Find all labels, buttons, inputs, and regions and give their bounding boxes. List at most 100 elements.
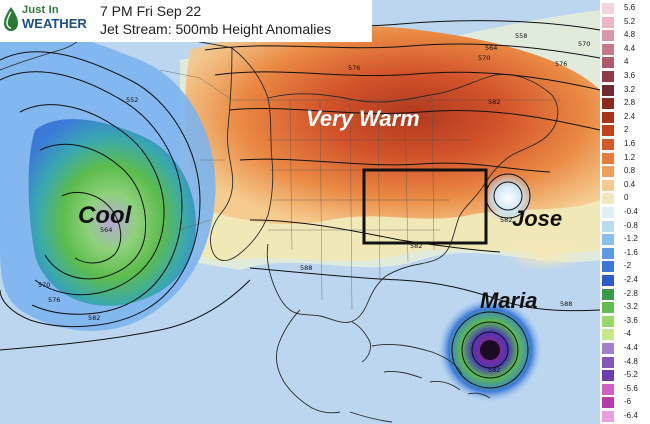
colorbar-row: -3.2	[600, 301, 650, 314]
contour-labels: 552 564 570 576 582 588 558 570 576 582 …	[38, 32, 590, 374]
logo-text-bottom: WEATHER	[22, 16, 87, 31]
colorbar-row: 4.8	[600, 29, 650, 42]
colorbar-label: -4.8	[624, 356, 638, 366]
logo-text-top: Just In	[22, 4, 59, 16]
colorbar-label: 2.8	[624, 98, 636, 108]
colorbar-row: 3.2	[600, 84, 650, 96]
colorbar-swatch	[602, 288, 614, 300]
colorbar-label: 3.2	[624, 84, 636, 94]
colorbar-label: -2.4	[624, 275, 638, 284]
colorbar-swatch	[602, 16, 614, 28]
colorbar-row: -4.8	[600, 356, 650, 368]
jose-label: Jose	[512, 206, 563, 231]
colorbar-row: 1.6	[600, 138, 650, 150]
colorbar-swatch	[602, 343, 614, 354]
height-contours	[0, 20, 601, 389]
bermuda-warm-spot	[505, 239, 585, 271]
colorbar-label: -5.6	[624, 383, 638, 393]
colorbar-row: -6	[600, 396, 650, 409]
maria-label: Maria	[480, 288, 538, 313]
colorbar-swatch	[602, 3, 614, 14]
colorbar-swatch	[602, 356, 614, 368]
contour-label: 576	[48, 296, 60, 304]
colorbar-swatch	[602, 247, 614, 259]
colorbar-label: 4.4	[624, 43, 636, 53]
colorbar-row: 5.2	[600, 16, 650, 28]
contour-label: 570	[38, 281, 50, 289]
maria-eye	[480, 340, 500, 360]
colorbar-swatch	[602, 43, 614, 55]
colorbar-swatch	[602, 57, 614, 69]
contour-label: 576	[348, 64, 360, 72]
contour-label: 552	[126, 96, 138, 104]
colorbar-swatch	[602, 179, 614, 191]
colorbar-swatch	[602, 370, 614, 382]
colorbar-swatch	[602, 152, 614, 164]
contour-label: 588	[560, 300, 572, 308]
colorbar-label: 2.4	[624, 111, 636, 121]
colorbar-label: 5.6	[624, 3, 636, 12]
colorbar-swatch	[602, 125, 614, 137]
colorbar-swatch	[602, 98, 614, 110]
colorbar-row: 2.4	[600, 111, 650, 123]
colorbar-swatch	[602, 220, 614, 232]
cool-core-anomaly	[28, 119, 196, 306]
colorbar-row: -4	[600, 328, 650, 341]
contour-label: 576	[555, 60, 567, 68]
colorbar-label: 1.2	[624, 152, 636, 162]
colorbar-label: -6	[624, 397, 632, 407]
colorbar-swatch	[602, 84, 614, 96]
colorbar-label: 0.8	[624, 166, 636, 176]
contour-label: 564	[485, 44, 497, 52]
colorbar-swatch	[602, 275, 614, 286]
colorbar-label: -6.4	[624, 411, 638, 420]
colorbar-swatch	[602, 315, 614, 327]
colorbar-row: -1.6	[600, 247, 650, 259]
contour-label: 570	[478, 54, 490, 62]
colorbar-label: -2.8	[624, 288, 638, 298]
contour-label: 564	[100, 226, 112, 234]
highlight-box	[362, 168, 488, 245]
colorbar-label: 3.6	[624, 71, 636, 80]
contour-label: 582	[88, 314, 100, 322]
contour-label: 582	[410, 242, 422, 250]
colorbar-label: 1.6	[624, 139, 636, 148]
colorbar-label: -4.4	[624, 343, 638, 352]
colorbar-row: -6.4	[600, 410, 650, 422]
contour-label: 582	[488, 366, 500, 374]
colorbar-row: 5.6	[600, 2, 650, 14]
colorbar-swatch	[602, 329, 614, 341]
colorbar-swatch	[602, 261, 614, 273]
product-title: Jet Stream: 500mb Height Anomalies	[100, 21, 332, 37]
anomaly-colorbar: 5.6 5.2 4.8 4.4 4 3.6 3.2 2.8 2.4 2 1.6 1.2 0.8 0.4 0 -…	[600, 0, 650, 424]
colorbar-swatch	[602, 302, 614, 314]
colorbar-label: 2	[624, 125, 629, 135]
logo-icon	[4, 7, 18, 31]
cool-label: Cool	[78, 202, 132, 229]
header-panel: Just In WEATHER 7 PM Fri Sep 22 Jet Stre…	[0, 0, 372, 42]
colorbar-label: 0	[624, 193, 629, 203]
colorbar-swatch	[602, 411, 614, 422]
colorbar-row: -0.4	[600, 206, 650, 218]
colorbar-row: 4.4	[600, 43, 650, 55]
colorbar-row: 0	[600, 192, 650, 205]
colorbar-label: 5.2	[624, 16, 636, 26]
very-warm-label: Very Warm	[306, 106, 420, 131]
contour-label: 558	[515, 32, 527, 40]
colorbar-swatch	[602, 234, 614, 246]
colorbar-row: -1.2	[600, 233, 650, 246]
colorbar-label: -0.8	[624, 220, 638, 230]
colorbar-label: -3.2	[624, 302, 638, 312]
colorbar-swatch	[602, 193, 614, 205]
colorbar-swatch	[602, 383, 614, 395]
colorbar-swatch	[602, 30, 614, 42]
colorbar-row: 1.2	[600, 152, 650, 164]
colorbar-swatch	[602, 397, 614, 409]
very-warm-anomaly	[185, 26, 600, 225]
colorbar-label: -1.2	[624, 234, 638, 244]
colorbar-row: -2.8	[600, 288, 650, 300]
colorbar-label: -0.4	[624, 207, 638, 216]
colorbar-row: 2.8	[600, 97, 650, 110]
